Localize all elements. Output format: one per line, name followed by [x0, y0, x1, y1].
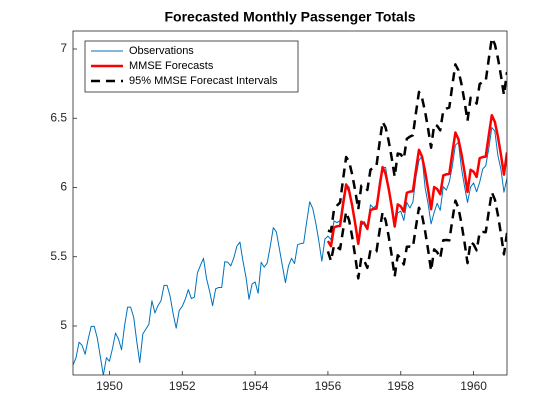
y-tick-label: 5.5: [50, 249, 67, 263]
x-tick-label: 1958: [387, 379, 414, 393]
x-tick-label: 1956: [315, 379, 342, 393]
x-tick-label: 1960: [460, 379, 487, 393]
plot-lines: [73, 36, 507, 375]
series-line: [326, 113, 507, 248]
x-tick-label: 1954: [242, 379, 269, 393]
y-tick-label: 6: [60, 180, 67, 194]
axes: 1950 1952 1954 1956 1958 1960 5 5.5 6 6.5 7: [50, 41, 487, 393]
y-tick-label: 6.5: [50, 110, 67, 124]
legend: Observations MMSE Forecasts 95% MMSE Forec…: [84, 40, 299, 93]
legend-label: Observations: [129, 45, 194, 57]
series-line: [73, 127, 507, 375]
chart-title: Forecasted Monthly Passenger Totals: [164, 9, 415, 25]
series-line: [326, 190, 507, 280]
x-tick-label: 1950: [96, 379, 123, 393]
axes-box: [72, 30, 508, 376]
y-tick-label: 5: [60, 318, 67, 332]
x-tick-label: 1952: [169, 379, 196, 393]
series-line: [327, 36, 507, 233]
legend-label: MMSE Forecasts: [129, 60, 214, 72]
y-tick-label: 7: [60, 41, 67, 55]
legend-label: 95% MMSE Forecast Intervals: [129, 75, 278, 87]
